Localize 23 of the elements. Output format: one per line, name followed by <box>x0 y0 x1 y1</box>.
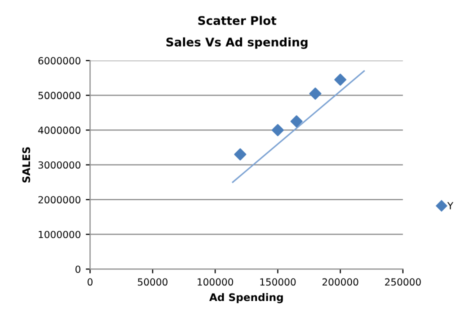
x-tick-label: 200000 <box>322 278 358 286</box>
point <box>334 74 346 86</box>
x-tick-label: 250000 <box>385 278 421 286</box>
y-tick-label: 0 <box>75 266 80 273</box>
x-tick-label: 150000 <box>260 278 296 286</box>
point <box>290 115 303 128</box>
point <box>309 88 322 100</box>
chart-title: Scatter Plot <box>198 16 276 25</box>
y-tick-label: 6000000 <box>38 57 80 64</box>
x-tick-label: 100000 <box>198 278 234 286</box>
y-tick-label: 5000000 <box>38 92 80 100</box>
y-tick-label: 4000000 <box>38 126 80 134</box>
x-axis-title: Ad Spending <box>209 293 283 304</box>
x-tick-label: 50000 <box>138 278 168 286</box>
chart-subtitle: Sales Vs Ad spending <box>166 37 308 49</box>
y-axis-title: SALES <box>22 147 30 182</box>
x-tick-label: 0 <box>88 278 93 286</box>
y-tick-label: 2000000 <box>38 196 80 204</box>
y-tick-label: 3000000 <box>38 161 80 169</box>
point <box>272 124 284 136</box>
point <box>234 148 246 160</box>
y-tick-label: 1000000 <box>38 230 80 238</box>
legend-label: Y <box>447 202 454 210</box>
